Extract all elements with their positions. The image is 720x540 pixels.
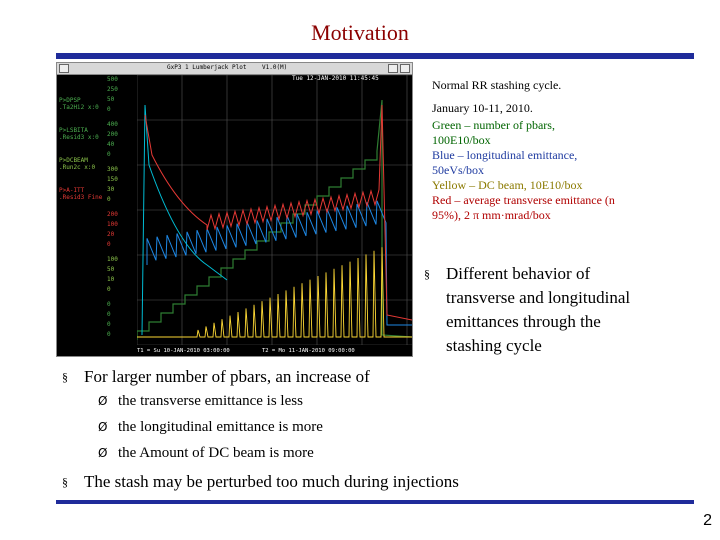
- window-maximize-button[interactable]: [400, 64, 410, 73]
- caption-line: January 10-11, 2010.: [432, 101, 533, 115]
- plot-footer-right: T2 = Mo 11-JAN-2010 09:00:00: [262, 348, 355, 354]
- caption-line: 95%), 2 π mm·mrad/box: [432, 208, 551, 222]
- scale-group: 0 0 0 0: [107, 300, 137, 340]
- main-bullet: § For larger number of pbars, an increase…: [62, 365, 370, 389]
- transverse-emittance-trace: [144, 104, 412, 321]
- right-bullet-line: stashing cycle: [446, 336, 542, 355]
- scale-tick: 0: [107, 286, 111, 293]
- caption-line: Yellow – DC beam, 10E10/box: [432, 178, 583, 192]
- arrow-bullet-icon: Ø: [98, 446, 108, 460]
- scale-group: 300 150 30 0: [107, 165, 137, 205]
- caption-line: Normal RR stashing cycle.: [432, 78, 562, 92]
- scale-tick: 0: [107, 311, 111, 318]
- scale-tick: 200: [107, 131, 118, 138]
- caption-line: 50eVs/box: [432, 163, 484, 177]
- scale-tick: 0: [107, 321, 111, 328]
- arrow-bullet-icon: Ø: [98, 420, 108, 434]
- right-bullet-text: Different behavior of transverse and long…: [446, 262, 630, 358]
- scale-tick: 100: [107, 221, 118, 228]
- last-bullet-text: The stash may be perturbed too much duri…: [84, 472, 459, 491]
- scale-tick: 0: [107, 331, 111, 338]
- plot-channel-labels: P>DPSP .Ta2Hi2 x:0 P>LSBITA .Resid3 x:0 P>…: [57, 75, 137, 356]
- title-rule: [56, 53, 694, 59]
- right-bullet-line: Different behavior of: [446, 264, 591, 283]
- teal-trace: [141, 104, 228, 336]
- plot-footer-left: T1 = Su 10-JAN-2010 03:00:00: [137, 348, 230, 354]
- scale-tick: 50: [107, 96, 115, 103]
- scale-tick: 20: [107, 231, 115, 238]
- last-bullet: § The stash may be perturbed too much dur…: [62, 470, 459, 494]
- scale-tick: 100: [107, 256, 118, 263]
- scale-group: 200 100 20 0: [107, 210, 137, 250]
- plot-traces: [137, 99, 412, 340]
- scale-tick: 300: [107, 166, 118, 173]
- scale-tick: 250: [107, 86, 118, 93]
- scale-tick: 0: [107, 241, 111, 248]
- channel-label: P>LSBITA .Resid3 x:0: [59, 127, 99, 141]
- lumberjack-plot: [137, 75, 412, 345]
- scale-tick: 30: [107, 186, 115, 193]
- plot-window-title: GxP3 1 Lumberjack Plot: [167, 64, 247, 71]
- sub-item-text: the transverse emittance is less: [118, 393, 303, 409]
- window-minimize-button[interactable]: [388, 64, 398, 73]
- plot-grid: [137, 75, 412, 345]
- plot-window: GxP3 1 Lumberjack Plot V1.0(M) Tue 12-JA…: [56, 62, 413, 357]
- plot-window-titlebar: GxP3 1 Lumberjack Plot V1.0(M): [57, 63, 412, 75]
- caption: Normal RR stashing cycle. January 10-11, …: [432, 78, 615, 223]
- scale-tick: 0: [107, 106, 111, 113]
- scale-tick: 0: [107, 196, 111, 203]
- scale-tick: 150: [107, 176, 118, 183]
- page-number: 2: [703, 512, 712, 529]
- scale-tick: 50: [107, 266, 115, 273]
- arrow-bullet-icon: Ø: [98, 394, 108, 408]
- scale-tick: 400: [107, 121, 118, 128]
- right-bullet-line: emittances through the: [446, 312, 601, 331]
- sub-item-text: the Amount of DC beam is more: [118, 445, 314, 461]
- caption-line: Green – number of pbars,: [432, 118, 555, 132]
- bullet-marker: §: [424, 267, 430, 281]
- caption-line: 100E10/box: [432, 133, 491, 147]
- channel-label: P>A-ITT .Resid3 Fine: [59, 187, 103, 201]
- scale-tick: 500: [107, 76, 118, 83]
- slide-title: Motivation: [311, 20, 409, 45]
- longitudinal-emittance-trace: [146, 200, 412, 326]
- plot-window-title-right: V1.0(M): [262, 64, 288, 71]
- dc-beam-trace: [137, 247, 412, 338]
- scale-tick: 200: [107, 211, 118, 218]
- caption-line: Blue – longitudinal emittance,: [432, 148, 578, 162]
- main-bullet-text: For larger number of pbars, an increase …: [84, 367, 370, 386]
- bottom-rule: [56, 500, 694, 504]
- sub-item-text: the longitudinal emittance is more: [118, 419, 323, 435]
- pbars-trace: [137, 99, 412, 340]
- bullet-marker: §: [62, 475, 68, 489]
- channel-label: P>DCBEAM .Run2c x:0: [59, 157, 96, 171]
- bullet-marker: §: [62, 370, 68, 384]
- plot-timestamp: Tue 12-JAN-2010 11:45:45: [292, 75, 379, 82]
- scale-tick: 0: [107, 151, 111, 158]
- channel-label: P>DPSP .Ta2Hi2 x:0: [59, 97, 99, 111]
- scale-group: 400 200 40 0: [107, 120, 137, 160]
- window-menu-button[interactable]: [59, 64, 69, 73]
- scale-group: 100 50 10 0: [107, 255, 137, 295]
- right-bullet: § Different behavior of transverse and lon…: [424, 262, 714, 358]
- scale-group: 500 250 50 0: [107, 75, 137, 115]
- scale-tick: 10: [107, 276, 115, 283]
- caption-line: Red – average transverse emittance (n: [432, 193, 615, 207]
- scale-tick: 40: [107, 141, 115, 148]
- right-bullet-line: transverse and longitudinal: [446, 288, 631, 307]
- scale-tick: 0: [107, 301, 111, 308]
